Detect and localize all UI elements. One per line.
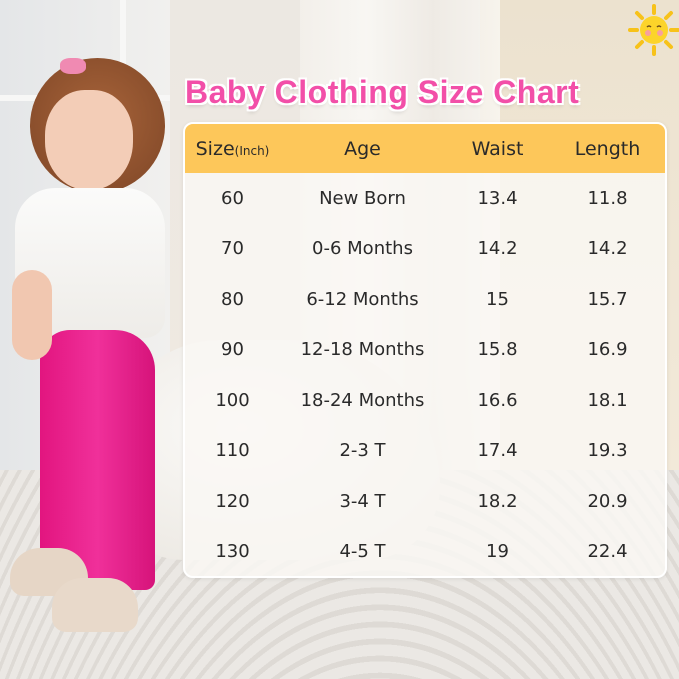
- hair-bow: [60, 58, 86, 74]
- table-row: 100 18-24 Months 16.6 18.1: [185, 375, 665, 426]
- cell-waist: 19: [486, 541, 509, 563]
- table-row: 130 4-5 T 19 22.4: [185, 527, 665, 577]
- shoe: [52, 578, 138, 632]
- cell-length: 15.7: [587, 288, 628, 310]
- girl-arm: [12, 270, 52, 360]
- cell-size: 70: [221, 238, 244, 260]
- cell-age: 6-12 Months: [306, 288, 419, 310]
- cell-length: 16.9: [587, 339, 628, 361]
- header-size: Size(Inch): [185, 138, 280, 160]
- table-body: 60 New Born 13.4 11.8 70 0-6 Months 14.2 14.2 80…: [185, 173, 665, 577]
- cell-age: 3-4 T: [339, 490, 386, 512]
- header-waist: Waist: [471, 137, 524, 160]
- cell-length: 19.3: [587, 440, 628, 462]
- table-row: 70 0-6 Months 14.2 14.2: [185, 224, 665, 275]
- header-length: Length: [574, 137, 641, 160]
- table-row: 90 12-18 Months 15.8 16.9: [185, 325, 665, 376]
- cell-waist: 13.4: [477, 187, 518, 209]
- table-row: 110 2-3 T 17.4 19.3: [185, 426, 665, 477]
- cell-waist: 16.6: [477, 389, 518, 411]
- cell-length: 20.9: [587, 490, 628, 512]
- cell-age: 4-5 T: [339, 541, 386, 563]
- header-age: Age: [344, 137, 381, 160]
- cell-age: New Born: [319, 187, 406, 209]
- cell-size: 60: [221, 187, 244, 209]
- cell-waist: 15.8: [477, 339, 518, 361]
- cell-length: 18.1: [587, 389, 628, 411]
- girl-face: [45, 90, 133, 190]
- cell-age: 2-3 T: [339, 440, 386, 462]
- cell-size: 110: [215, 440, 250, 462]
- cell-size: 130: [215, 541, 250, 563]
- table-row: 60 New Born 13.4 11.8: [185, 173, 665, 224]
- cell-size: 90: [221, 339, 244, 361]
- cell-waist: 18.2: [477, 490, 518, 512]
- cell-length: 11.8: [587, 187, 628, 209]
- cell-size: 120: [215, 490, 250, 512]
- cell-age: 18-24 Months: [300, 389, 425, 411]
- cell-waist: 17.4: [477, 440, 518, 462]
- cell-age: 12-18 Months: [300, 339, 425, 361]
- table-row: 120 3-4 T 18.2 20.9: [185, 476, 665, 527]
- table-header: Size(Inch) Age Waist Length: [185, 124, 665, 173]
- cell-length: 22.4: [587, 541, 628, 563]
- cell-size: 100: [215, 389, 250, 411]
- header-size-label: Size: [195, 137, 235, 160]
- header-size-unit: (Inch): [234, 143, 270, 158]
- page-title: Baby Clothing Size Chart: [185, 74, 580, 110]
- cell-length: 14.2: [587, 238, 628, 260]
- sun-icon: [628, 4, 679, 56]
- pink-leggings: [40, 330, 155, 590]
- size-chart-table: Size(Inch) Age Waist Length 60 New Born 13…: [183, 122, 667, 578]
- table-row: 80 6-12 Months 15 15.7: [185, 274, 665, 325]
- cell-waist: 14.2: [477, 238, 518, 260]
- cell-size: 80: [221, 288, 244, 310]
- cell-age: 0-6 Months: [312, 238, 413, 260]
- cell-waist: 15: [486, 288, 509, 310]
